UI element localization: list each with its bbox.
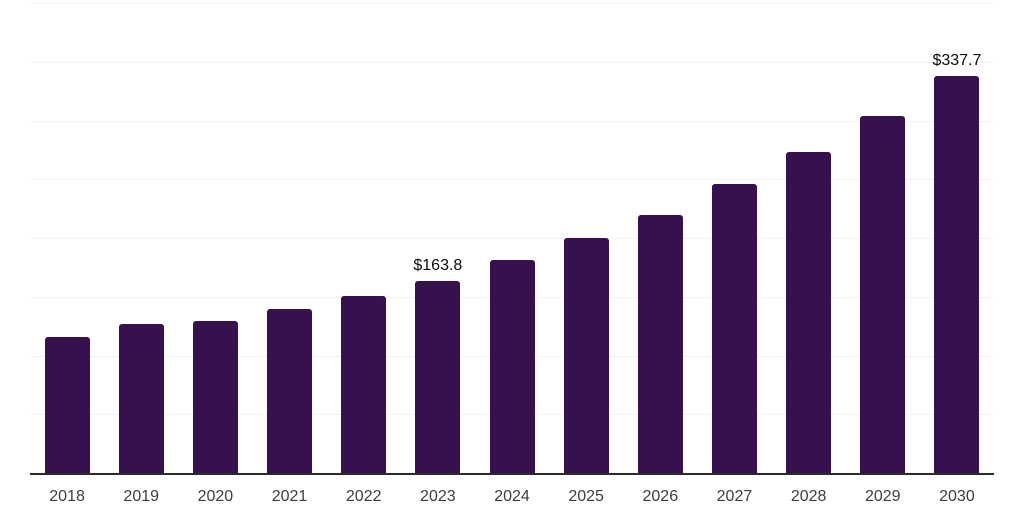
gridline-300 (30, 120, 994, 122)
gridline-250 (30, 179, 994, 181)
x-axis-line (30, 473, 994, 475)
bar-2030 (934, 76, 980, 473)
bar-2018 (44, 336, 90, 473)
bar-2026 (637, 214, 683, 473)
bar-2028 (786, 152, 832, 473)
plot-area: $163.8 $337.7 2018 2019 2020 2021 2022 2023 2024… (30, 3, 994, 505)
bar-value-label-2030: $337.7 (932, 52, 982, 70)
x-axis-tick-label-2020: 2020 (197, 488, 234, 505)
gridline-200 (30, 238, 994, 239)
x-axis-tick-label-2027: 2027 (716, 488, 753, 505)
bar-2024 (489, 260, 535, 473)
x-axis-tick-label-2023: 2023 (420, 488, 456, 505)
bar-2021 (267, 308, 313, 473)
x-axis-tick-label-2018: 2018 (49, 488, 85, 505)
gridline-350 (30, 61, 994, 63)
bar-2020 (192, 321, 238, 473)
x-axis-tick-label-2021: 2021 (271, 488, 308, 505)
bar-value-label-2023: $163.8 (413, 256, 463, 274)
x-axis-tick-label-2025: 2025 (568, 488, 604, 505)
bar-2029 (860, 115, 906, 473)
x-axis-tick-label-2030: 2030 (939, 488, 975, 505)
x-axis-tick-label-2029: 2029 (864, 488, 901, 505)
x-axis-tick-label-2019: 2019 (123, 488, 160, 505)
x-axis-tick-label-2026: 2026 (642, 488, 679, 505)
bar-2022 (341, 295, 387, 473)
x-axis-tick-label-2024: 2024 (494, 488, 530, 505)
bar-2019 (118, 323, 164, 473)
gridline-400 (30, 3, 994, 4)
bar-2027 (711, 183, 757, 473)
x-axis-tick-label-2028: 2028 (790, 488, 827, 505)
bar-2023 (415, 280, 461, 473)
bar-2025 (563, 238, 609, 473)
x-axis-tick-label-2022: 2022 (345, 488, 382, 505)
